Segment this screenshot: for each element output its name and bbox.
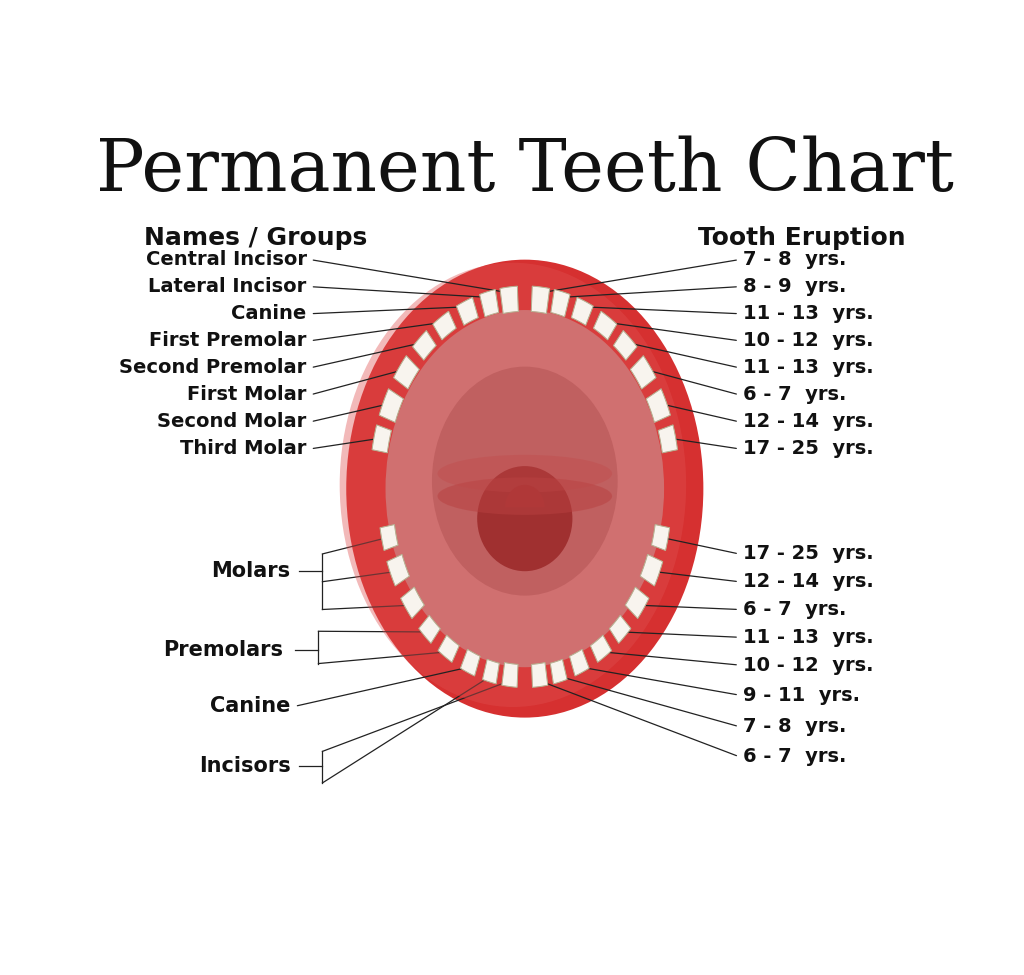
- Text: 10 - 12  yrs.: 10 - 12 yrs.: [743, 655, 873, 675]
- Polygon shape: [591, 635, 611, 662]
- Text: 10 - 12  yrs.: 10 - 12 yrs.: [743, 332, 873, 350]
- Polygon shape: [613, 331, 637, 360]
- Text: 11 - 13  yrs.: 11 - 13 yrs.: [743, 628, 873, 646]
- Text: Canine: Canine: [231, 304, 306, 323]
- Text: 12 - 14  yrs.: 12 - 14 yrs.: [743, 572, 873, 591]
- Polygon shape: [379, 389, 403, 422]
- Ellipse shape: [346, 259, 703, 718]
- Text: Canine: Canine: [210, 696, 291, 717]
- Text: Second Premolar: Second Premolar: [120, 358, 306, 377]
- Text: 9 - 11  yrs.: 9 - 11 yrs.: [743, 685, 860, 705]
- Polygon shape: [658, 425, 678, 452]
- Ellipse shape: [432, 367, 617, 596]
- Polygon shape: [380, 525, 398, 551]
- Text: 7 - 8  yrs.: 7 - 8 yrs.: [743, 717, 847, 736]
- Text: Premolars: Premolars: [163, 640, 283, 660]
- Polygon shape: [593, 311, 616, 340]
- Text: 6 - 7  yrs.: 6 - 7 yrs.: [743, 747, 847, 766]
- Text: 17 - 25  yrs.: 17 - 25 yrs.: [743, 544, 873, 564]
- Polygon shape: [651, 525, 670, 551]
- Text: 12 - 14  yrs.: 12 - 14 yrs.: [743, 412, 873, 431]
- Polygon shape: [626, 587, 649, 618]
- Text: Names / Groups: Names / Groups: [143, 226, 368, 250]
- Polygon shape: [609, 615, 631, 644]
- Polygon shape: [393, 356, 419, 389]
- Polygon shape: [551, 290, 570, 317]
- Polygon shape: [505, 485, 545, 507]
- Text: Incisors: Incisors: [199, 757, 291, 776]
- Text: 6 - 7  yrs.: 6 - 7 yrs.: [743, 385, 847, 405]
- Text: Third Molar: Third Molar: [180, 440, 306, 458]
- Polygon shape: [372, 425, 391, 452]
- Polygon shape: [461, 649, 480, 676]
- Polygon shape: [419, 615, 440, 644]
- Text: 8 - 9  yrs.: 8 - 9 yrs.: [743, 277, 847, 296]
- Text: 6 - 7  yrs.: 6 - 7 yrs.: [743, 600, 847, 619]
- Polygon shape: [569, 649, 589, 676]
- Polygon shape: [457, 297, 478, 326]
- Ellipse shape: [437, 478, 612, 515]
- Polygon shape: [531, 286, 550, 314]
- Text: First Premolar: First Premolar: [150, 332, 306, 350]
- Polygon shape: [438, 635, 459, 662]
- Polygon shape: [502, 663, 518, 687]
- Text: Tooth Eruption: Tooth Eruption: [698, 226, 905, 250]
- Text: 7 - 8  yrs.: 7 - 8 yrs.: [743, 251, 847, 269]
- Polygon shape: [433, 311, 457, 340]
- Text: 11 - 13  yrs.: 11 - 13 yrs.: [743, 304, 873, 323]
- Text: Molars: Molars: [212, 562, 291, 581]
- Ellipse shape: [477, 466, 572, 571]
- Text: First Molar: First Molar: [187, 385, 306, 405]
- Polygon shape: [500, 286, 518, 314]
- Ellipse shape: [437, 454, 612, 492]
- Polygon shape: [646, 389, 671, 422]
- Polygon shape: [413, 331, 436, 360]
- Polygon shape: [550, 659, 567, 683]
- Text: 11 - 13  yrs.: 11 - 13 yrs.: [743, 358, 873, 377]
- Polygon shape: [640, 555, 663, 586]
- Polygon shape: [631, 356, 656, 389]
- Text: 17 - 25  yrs.: 17 - 25 yrs.: [743, 440, 873, 458]
- Polygon shape: [531, 663, 548, 687]
- Polygon shape: [482, 659, 500, 683]
- Text: Second Molar: Second Molar: [158, 412, 306, 431]
- Polygon shape: [571, 297, 593, 326]
- Ellipse shape: [385, 310, 665, 667]
- Polygon shape: [387, 555, 410, 586]
- Ellipse shape: [340, 262, 686, 707]
- Polygon shape: [479, 290, 499, 317]
- Text: Lateral Incisor: Lateral Incisor: [148, 277, 306, 296]
- Polygon shape: [400, 587, 424, 618]
- Text: Permanent Teeth Chart: Permanent Teeth Chart: [96, 136, 953, 207]
- Text: Central Incisor: Central Incisor: [145, 251, 306, 269]
